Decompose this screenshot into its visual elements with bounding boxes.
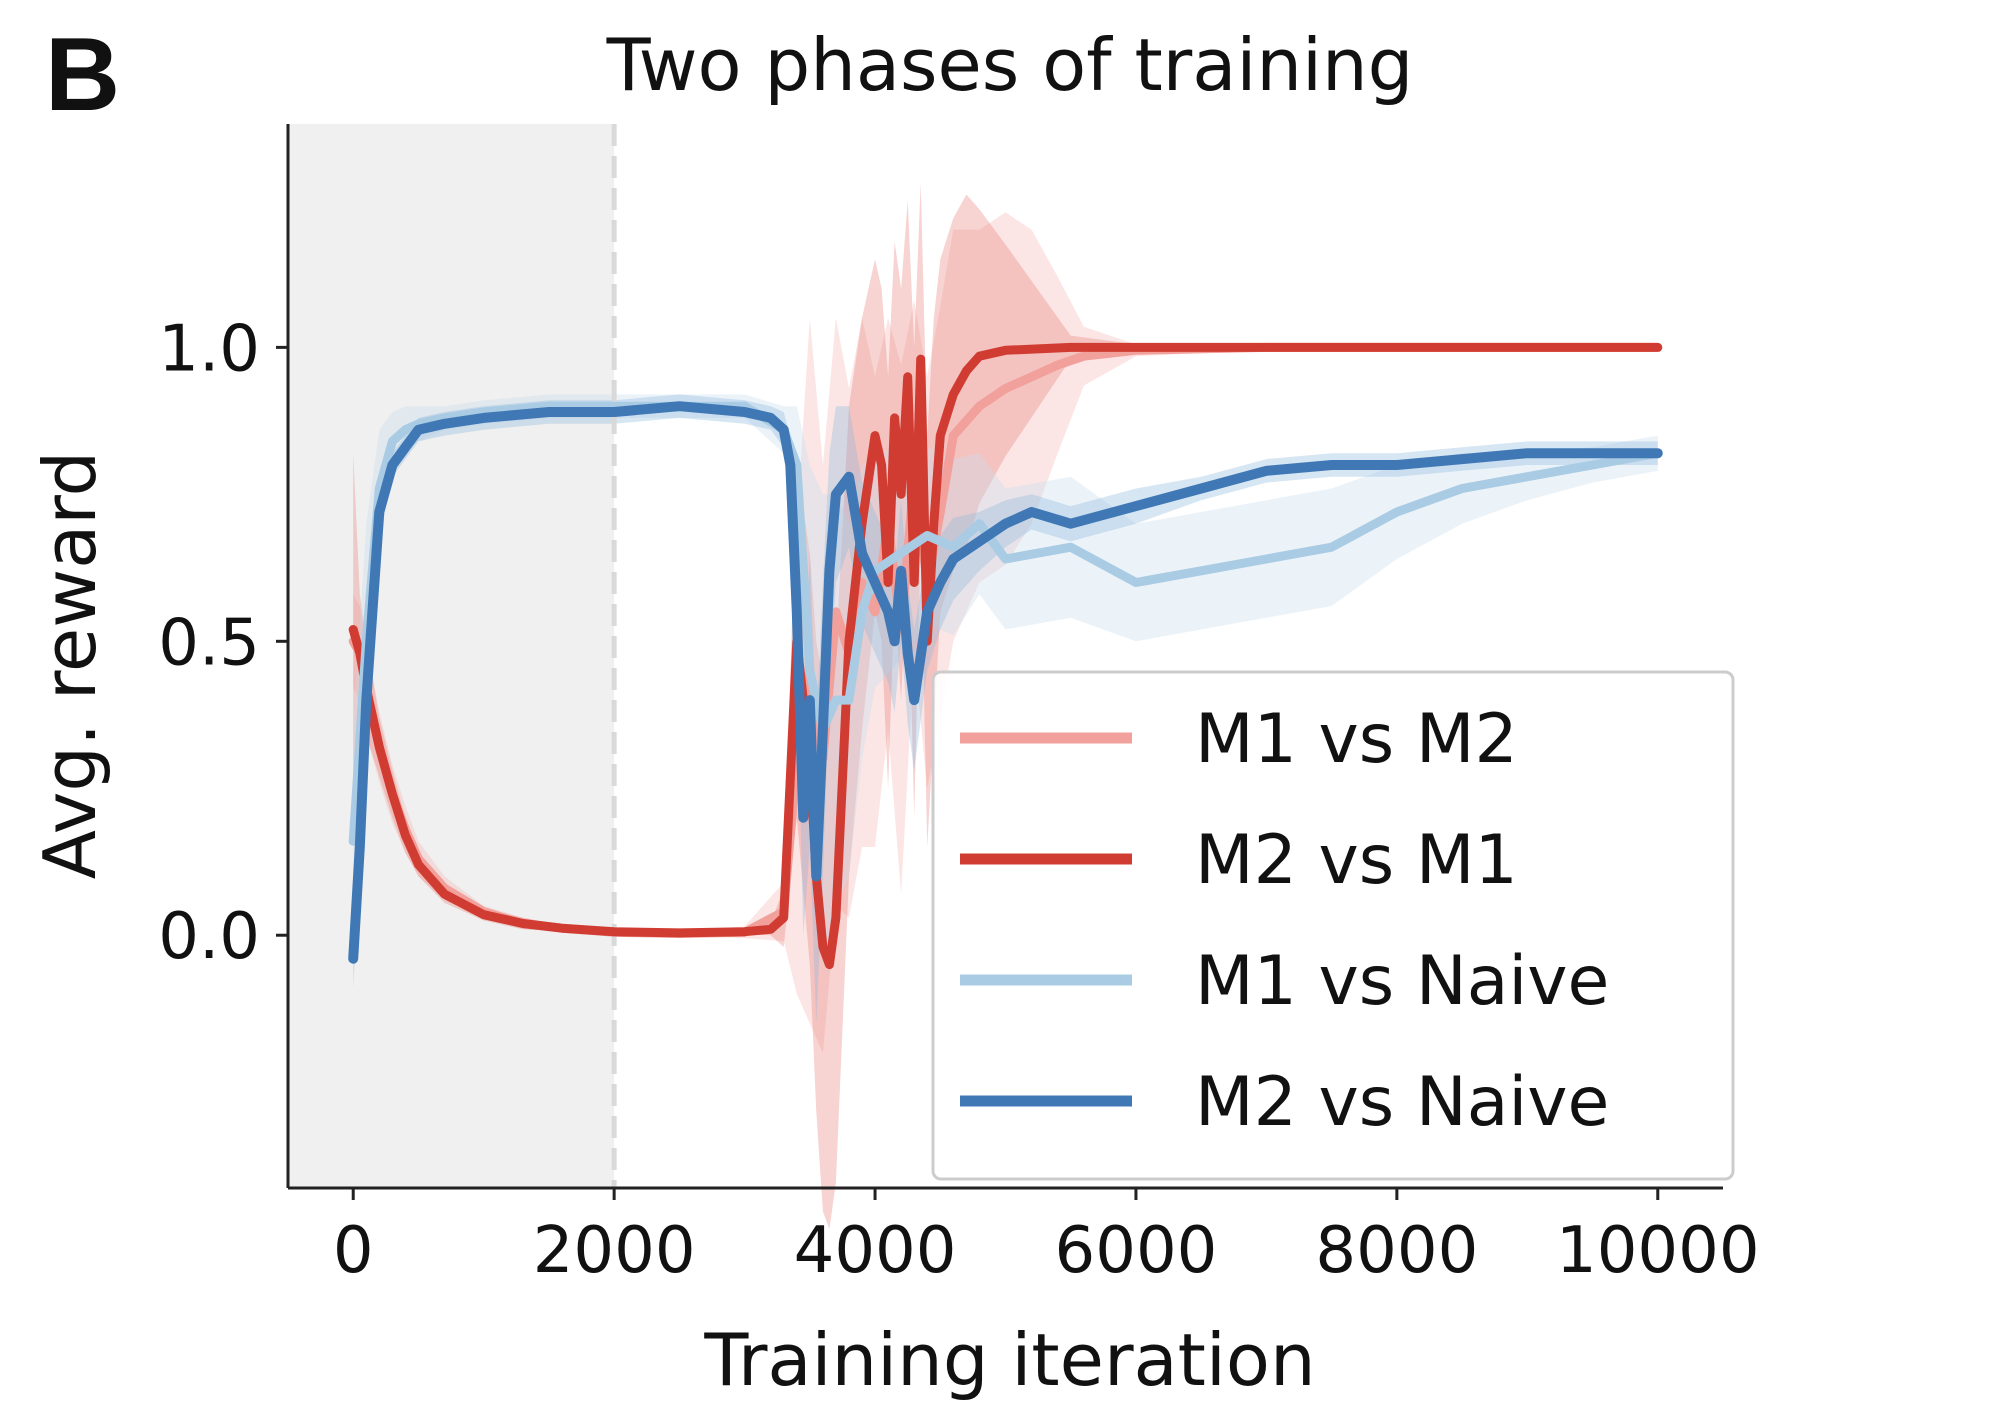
band-m1-vs-m2 (353, 212, 1658, 1053)
y-tick-label: 1.0 (158, 312, 260, 386)
band-m1-vs-naive (353, 394, 1658, 965)
x-tick-label: 8000 (1315, 1214, 1478, 1288)
x-axis-ticks: 0 2000 4000 6000 8000 10000 (333, 1188, 1760, 1288)
legend-label: M1 vs Naive (1195, 942, 1609, 1021)
legend-label: M2 vs Naive (1195, 1063, 1609, 1142)
y-tick-label: 0.5 (158, 606, 260, 680)
series-lines (348, 342, 1663, 970)
line-m2-vs-m1 (348, 342, 1663, 970)
x-tick-label: 6000 (1055, 1214, 1218, 1288)
x-tick-label: 10000 (1556, 1214, 1760, 1288)
y-tick-label: 0.0 (158, 900, 260, 974)
line-m2-vs-naive (348, 401, 1663, 964)
phase-one-shading (288, 124, 615, 1188)
legend-label: M1 vs M2 (1195, 700, 1518, 779)
legend: M1 vs M2 M2 vs M1 M1 vs Naive M2 vs Naive (931, 670, 1735, 1181)
legend-label: M2 vs M1 (1195, 821, 1518, 900)
x-tick-label: 4000 (794, 1214, 957, 1288)
y-axis-label: Avg. reward (28, 451, 112, 879)
plot-area (288, 124, 1663, 1230)
line-m1-vs-naive (348, 401, 1663, 846)
panel-label: B (45, 17, 120, 133)
y-axis-ticks: 0.0 0.5 1.0 (158, 312, 288, 974)
x-axis-label: Training iteration (703, 1318, 1315, 1402)
axes: 0 2000 4000 6000 8000 10000 0.0 0.5 1.0 (158, 124, 1760, 1288)
chart-title: Two phases of training (606, 23, 1414, 107)
x-tick-label: 0 (333, 1214, 374, 1288)
legend-box (931, 670, 1735, 1181)
x-tick-label: 2000 (533, 1214, 696, 1288)
